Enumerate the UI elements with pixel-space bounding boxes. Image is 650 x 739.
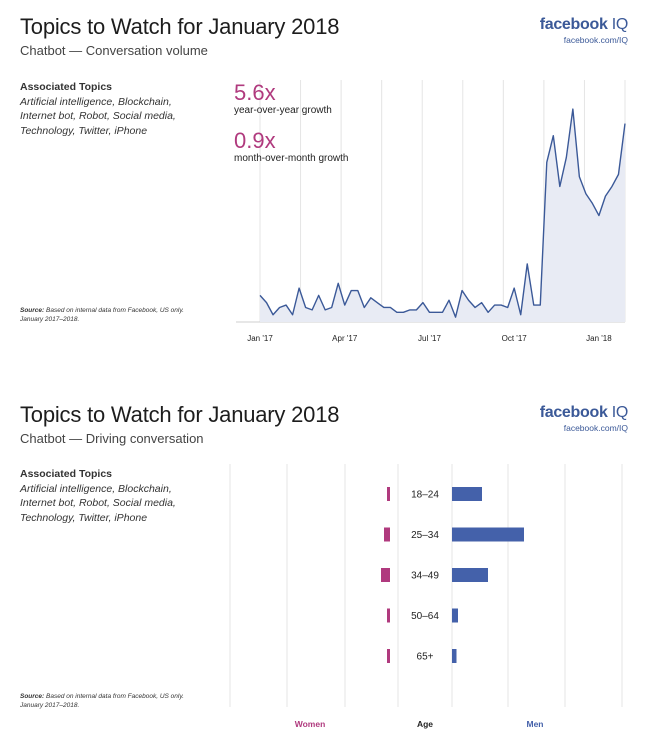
mom-growth-value: 0.9x <box>234 128 276 153</box>
source-text: Based on internal data from Facebook, US… <box>46 307 184 314</box>
men-bar <box>452 568 488 582</box>
volume-line <box>259 108 626 318</box>
men-bar <box>452 649 457 663</box>
x-tick-label: Apr '17 <box>332 334 358 343</box>
age-category-label: 18–24 <box>411 490 439 501</box>
women-bar <box>381 568 390 582</box>
conversation-volume-chart: Jan '17 Apr '17 Jul '17 Oct '17 Jan '18 <box>236 80 626 343</box>
source-period: January 2017–2018. <box>20 316 80 323</box>
facebook-iq-logo: facebook IQ facebook.com/IQ <box>539 16 629 45</box>
brand-url: facebook.com/IQ <box>563 423 628 433</box>
source-label: Source: <box>20 693 45 700</box>
legend-age: Age <box>417 719 433 729</box>
women-bar <box>387 649 390 663</box>
driving-conversation-panel: Topics to Watch for January 2018 Chatbot… <box>0 392 650 739</box>
panel-subtitle: Chatbot — Conversation volume <box>20 43 208 58</box>
women-bar <box>387 608 390 623</box>
men-bar <box>452 608 458 623</box>
brand-name: facebook <box>539 404 608 421</box>
source-label: Source: <box>20 307 45 314</box>
legend-men: Men <box>527 719 544 729</box>
source-text: Based on internal data from Facebook, US… <box>46 693 184 700</box>
men-bar <box>452 527 524 542</box>
panel-subtitle: Chatbot — Driving conversation <box>20 431 204 446</box>
brand-suffix: IQ <box>611 404 629 421</box>
panel-title: Topics to Watch for January 2018 <box>20 402 340 427</box>
yoy-growth-label: year-over-year growth <box>234 105 332 116</box>
panel-title: Topics to Watch for January 2018 <box>20 14 340 39</box>
mom-growth-label: month-over-month growth <box>234 153 349 164</box>
age-category-label: 50–64 <box>411 611 439 622</box>
associated-topics: Associated Topics Artificial intelligenc… <box>20 80 210 138</box>
associated-topics-list: Artificial intelligence, Blockchain, Int… <box>20 95 176 137</box>
volume-area <box>260 109 625 322</box>
x-tick-label: Jan '17 <box>247 334 273 343</box>
age-category-label: 34–49 <box>411 571 439 582</box>
age-category-label: 25–34 <box>411 530 439 541</box>
men-bar <box>452 487 482 501</box>
x-tick-label: Jan '18 <box>586 334 612 343</box>
brand-name: facebook <box>539 16 608 33</box>
facebook-iq-logo: facebook IQ facebook.com/IQ <box>539 404 629 433</box>
source-note: Source: Based on internal data from Face… <box>20 692 210 710</box>
legend-women: Women <box>295 719 326 729</box>
associated-topics: Associated Topics Artificial intelligenc… <box>20 467 210 525</box>
women-bar <box>384 527 390 542</box>
age-gender-chart: 18–24 25–34 34–49 50–64 65+ Women Age Men <box>229 464 623 729</box>
yoy-growth-value: 5.6x <box>234 80 276 105</box>
women-bar <box>387 487 390 501</box>
source-note: Source: Based on internal data from Face… <box>20 306 210 324</box>
x-tick-label: Oct '17 <box>502 334 528 343</box>
brand-url: facebook.com/IQ <box>563 35 628 45</box>
age-category-label: 65+ <box>417 652 434 663</box>
associated-topics-heading: Associated Topics <box>20 468 112 480</box>
conversation-volume-panel: Topics to Watch for January 2018 Chatbot… <box>20 14 629 343</box>
x-tick-label: Jul '17 <box>418 334 441 343</box>
associated-topics-heading: Associated Topics <box>20 81 112 93</box>
source-period: January 2017–2018. <box>20 702 80 709</box>
brand-suffix: IQ <box>611 16 629 33</box>
associated-topics-list: Artificial intelligence, Blockchain, Int… <box>20 482 176 524</box>
